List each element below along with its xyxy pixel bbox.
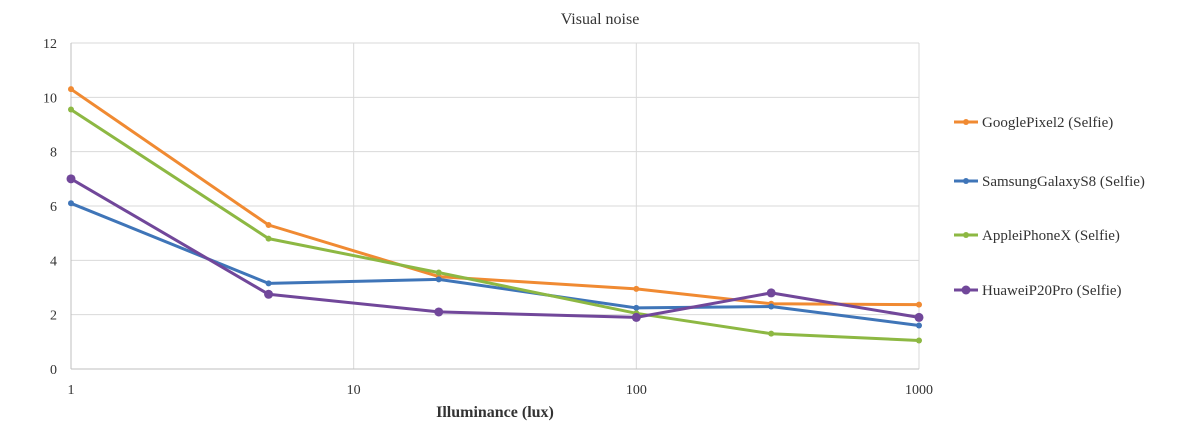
data-point [265, 280, 272, 287]
data-point [633, 285, 640, 292]
data-point [916, 322, 922, 329]
x-axis-label: Illuminance (lux) [436, 404, 554, 421]
series-0 [68, 86, 922, 308]
grid [71, 42, 920, 369]
x-tick-labels: 1 10 100 1000 [68, 383, 934, 398]
series-line [69, 108, 921, 342]
legend-swatch-marker [963, 178, 969, 184]
legend-label: HuaweiP20Pro (Selfie) [982, 283, 1122, 299]
data-point [914, 312, 924, 322]
y-tick-label: 10 [43, 91, 57, 106]
data-point [264, 289, 274, 299]
data-point [631, 312, 641, 322]
legend-item: GooglePixel2 (Selfie) [954, 115, 1113, 131]
x-tick-label: 1 [68, 383, 75, 398]
data-point [265, 222, 272, 229]
series-3 [66, 174, 924, 322]
legend-swatch-marker [963, 232, 969, 238]
data-point [68, 86, 74, 93]
data-point [916, 301, 922, 308]
data-point [435, 269, 442, 276]
data-point [66, 174, 76, 184]
y-tick-label: 0 [50, 363, 57, 378]
series-1 [68, 200, 922, 329]
x-tick-label: 10 [347, 383, 361, 398]
y-tick-label: 12 [43, 37, 57, 52]
legend-label: SamsungGalaxyS8 (Selfie) [982, 174, 1145, 190]
x-tick-label: 1000 [905, 383, 933, 398]
y-tick-label: 4 [50, 254, 57, 269]
legend-label: GooglePixel2 (Selfie) [982, 115, 1113, 131]
data-point [916, 337, 922, 344]
y-tick-label: 6 [50, 200, 57, 215]
data-point [434, 307, 444, 317]
data-point [766, 288, 776, 298]
data-point [633, 304, 640, 311]
y-tick-label: 8 [50, 146, 57, 161]
legend: GooglePixel2 (Selfie) SamsungGalaxyS8 (Se… [954, 115, 1145, 299]
legend-swatch-marker [963, 119, 969, 125]
legend-swatch-marker [961, 285, 971, 295]
legend-label: AppleiPhoneX (Selfie) [982, 228, 1120, 244]
legend-item: SamsungGalaxyS8 (Selfie) [954, 174, 1145, 190]
y-tick-label: 2 [50, 309, 57, 324]
series [66, 86, 924, 344]
legend-item: AppleiPhoneX (Selfie) [954, 228, 1120, 244]
legend-item: HuaweiP20Pro (Selfie) [954, 283, 1122, 299]
data-point [768, 303, 775, 310]
series-line [69, 87, 921, 307]
series-line [69, 177, 921, 319]
x-tick-label: 100 [626, 383, 647, 398]
data-point [68, 106, 74, 113]
y-tick-labels: 0 2 4 6 8 10 12 [43, 37, 57, 378]
chart-title: Visual noise [561, 11, 640, 28]
data-point [265, 235, 272, 242]
data-point [768, 330, 775, 337]
data-point [68, 200, 74, 207]
data-point [435, 276, 442, 283]
series-line [69, 201, 921, 327]
